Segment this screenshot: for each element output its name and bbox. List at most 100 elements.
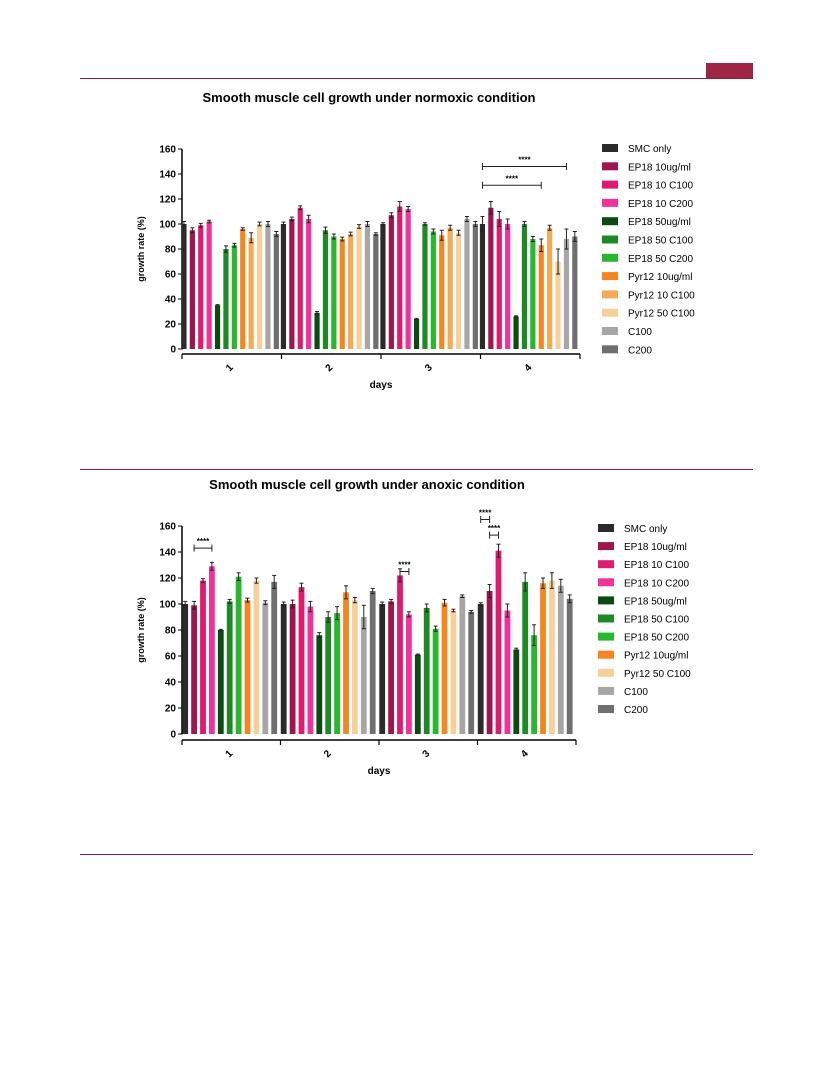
bar: [256, 224, 263, 349]
bar: [244, 600, 251, 734]
legend-label: EP18 10 C100: [628, 181, 693, 192]
bar: [198, 225, 204, 349]
y-tick-label: 120: [159, 195, 176, 206]
y-tick-label: 40: [165, 678, 177, 689]
bar: [289, 604, 296, 734]
legend-label: Pyr12 10 C100: [628, 290, 695, 301]
section-divider-1: [80, 469, 753, 470]
legend-swatch: [598, 668, 614, 677]
legend-swatch: [602, 308, 618, 317]
y-tick-label: 0: [170, 730, 176, 741]
x-tick-label: 2: [324, 362, 336, 374]
bar: [380, 224, 386, 349]
legend-label: EP18 50ug/ml: [624, 596, 687, 607]
bar: [217, 630, 224, 734]
bar: [248, 237, 254, 349]
x-tick-label: 4: [519, 748, 531, 760]
bar: [464, 219, 470, 349]
y-tick-label: 60: [165, 270, 177, 281]
bar: [531, 635, 537, 734]
y-tick-label: 160: [159, 522, 176, 533]
bar: [538, 245, 544, 349]
bar: [265, 224, 271, 349]
legend-label: C100: [624, 687, 648, 698]
bar: [479, 224, 486, 349]
legend-swatch: [602, 290, 618, 299]
bar: [360, 617, 367, 734]
x-tick-label: 3: [421, 748, 433, 760]
x-tick-label: 3: [423, 362, 435, 374]
anoxic-chart: Smooth muscle cell growth under anoxic c…: [136, 477, 691, 777]
legend-label: SMC only: [628, 144, 671, 155]
bar: [273, 234, 279, 349]
bar: [530, 239, 536, 349]
y-tick-label: 100: [159, 220, 176, 231]
bar: [182, 604, 189, 734]
bar: [262, 602, 269, 734]
y-axis-label: growth rate (%): [136, 597, 146, 663]
bar: [325, 617, 332, 734]
bar: [214, 305, 221, 349]
legend-swatch: [602, 162, 618, 171]
bar: [459, 596, 466, 734]
y-tick-label: 120: [159, 574, 176, 585]
bar: [505, 224, 511, 349]
bar: [348, 234, 354, 349]
bar: [181, 224, 187, 349]
bar: [189, 230, 195, 349]
bar: [334, 613, 340, 734]
legend-label: EP18 50 C100: [628, 236, 693, 247]
legend-label: C100: [628, 327, 652, 338]
chart-title: Smooth muscle cell growth under normoxic…: [203, 90, 536, 105]
bar: [231, 245, 237, 349]
significance-label: ****: [479, 509, 492, 518]
legend-label: EP18 50 C200: [628, 254, 693, 265]
x-tick-label: 4: [523, 362, 535, 374]
bar: [271, 581, 278, 734]
x-tick-label: 1: [224, 362, 236, 374]
y-tick-label: 140: [159, 170, 176, 181]
legend-swatch: [602, 327, 618, 335]
bar: [488, 207, 494, 349]
bar: [504, 610, 511, 734]
legend-swatch: [598, 705, 614, 713]
bar: [432, 628, 439, 734]
legend-swatch: [598, 596, 614, 605]
bar: [439, 235, 445, 349]
bar: [397, 206, 403, 349]
significance-label: ****: [506, 174, 519, 183]
legend-label: EP18 10 C200: [628, 199, 693, 210]
chart-title: Smooth muscle cell growth under anoxic c…: [209, 477, 525, 492]
y-tick-label: 40: [165, 295, 177, 306]
bar: [369, 591, 376, 734]
bar: [352, 600, 358, 734]
legend-swatch: [602, 198, 618, 207]
y-tick-label: 140: [159, 548, 176, 559]
header-accent-block: [706, 63, 753, 78]
legend-label: EP18 50 C100: [624, 615, 689, 626]
bar: [356, 226, 362, 349]
legend-label: EP18 10 C200: [624, 578, 689, 589]
bar: [364, 224, 371, 349]
legend-label: Pyr12 50 C100: [624, 669, 691, 680]
bar: [495, 550, 502, 734]
legend-swatch: [602, 253, 618, 262]
legend-swatch: [598, 578, 614, 587]
bar: [297, 207, 303, 349]
bar: [307, 606, 314, 734]
bar: [430, 231, 436, 349]
y-tick-label: 100: [159, 600, 176, 611]
bar: [397, 575, 403, 734]
bar: [555, 261, 561, 349]
bar: [566, 598, 573, 734]
y-tick-label: 20: [165, 320, 177, 331]
y-tick-label: 60: [165, 652, 177, 663]
legend-swatch: [602, 217, 618, 226]
bar: [240, 229, 246, 349]
bar: [486, 591, 493, 734]
bar: [206, 221, 212, 349]
bar: [280, 604, 287, 734]
bar: [513, 316, 519, 349]
legend-label: SMC only: [624, 524, 667, 535]
bar: [226, 601, 233, 734]
